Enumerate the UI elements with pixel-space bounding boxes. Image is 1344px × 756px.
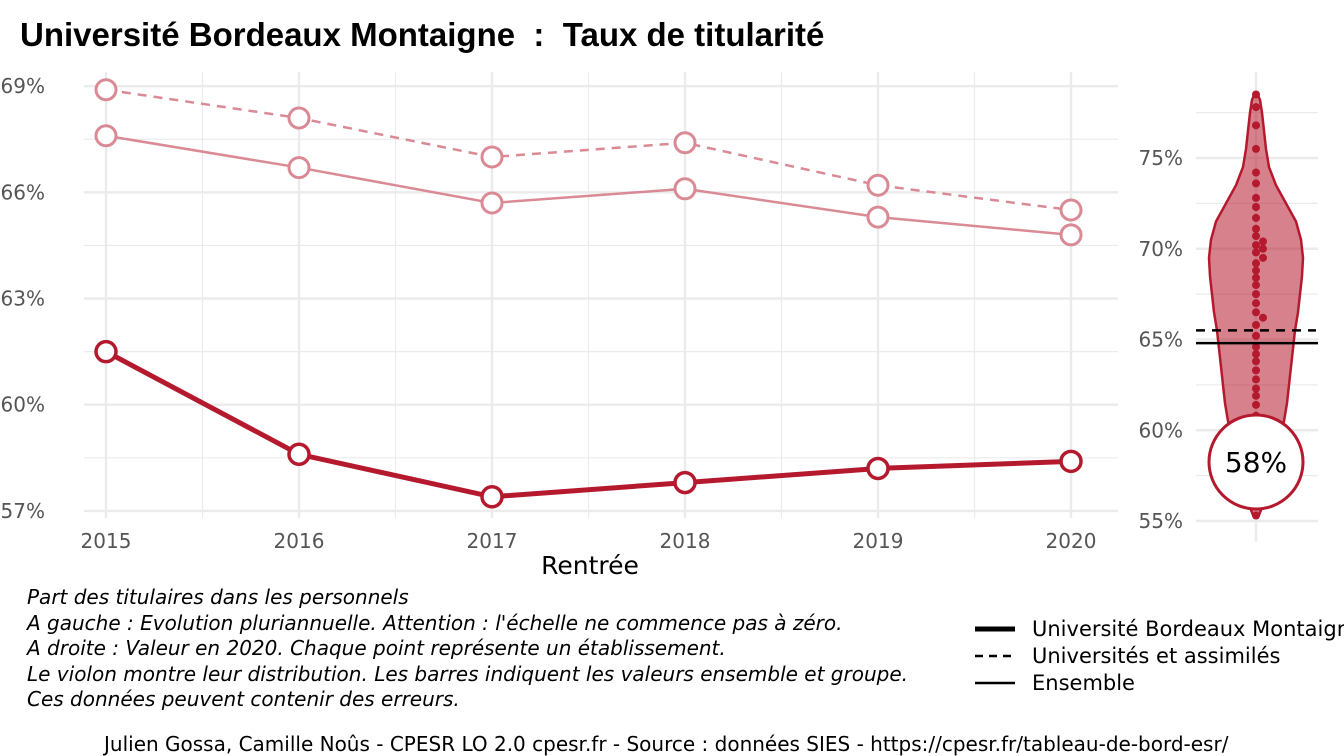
violin-point xyxy=(1252,213,1260,222)
data-point xyxy=(673,470,697,495)
violin-point xyxy=(1252,203,1260,212)
x-axis-title: Rentrée xyxy=(541,551,639,580)
violin-point xyxy=(1259,237,1267,246)
caption-line: Ces données peuvent contenir des erreurs… xyxy=(27,687,460,711)
violin-point xyxy=(1252,281,1260,290)
data-point xyxy=(480,145,504,169)
y-tick-label: 65% xyxy=(1139,328,1183,352)
violin-point xyxy=(1252,103,1260,112)
data-point xyxy=(94,78,118,102)
y-tick-label: 55% xyxy=(1139,509,1183,533)
data-point xyxy=(866,205,890,229)
violin-point xyxy=(1252,224,1260,233)
violin-point xyxy=(1252,375,1260,384)
legend-key-solid xyxy=(975,681,1015,685)
caption-line: Part des titulaires dans les personnels xyxy=(27,585,409,609)
chart-title: Université Bordeaux Montaigne : Taux de … xyxy=(20,16,825,53)
violin-point xyxy=(1259,244,1267,253)
series-thick-solid xyxy=(94,339,1083,509)
violin-point xyxy=(1252,400,1260,409)
legend-key-thick-solid xyxy=(975,626,1015,632)
series-solid xyxy=(94,124,1083,247)
data-point xyxy=(94,339,118,364)
data-point xyxy=(673,131,697,155)
violin-point xyxy=(1252,179,1260,188)
y-tick-label: 75% xyxy=(1139,146,1183,170)
legend-label: Université Bordeaux Montaigne xyxy=(1032,617,1344,641)
violin-point xyxy=(1252,144,1260,153)
data-point xyxy=(480,485,504,509)
violin-point xyxy=(1252,241,1260,250)
highlight-bubble xyxy=(1207,413,1305,511)
data-point xyxy=(94,124,118,148)
violin-point xyxy=(1252,384,1260,393)
y-tick-label: 57% xyxy=(1,499,45,523)
series-line xyxy=(104,349,1072,500)
violin-point xyxy=(1252,511,1260,520)
caption-line: Le violon montre leur distribution. Les … xyxy=(27,661,908,686)
violin-point xyxy=(1259,313,1267,322)
left-grid xyxy=(84,72,1118,518)
data-point xyxy=(866,456,890,481)
violin-point xyxy=(1252,232,1260,241)
y-tick-label: 60% xyxy=(1139,418,1183,442)
violin-point xyxy=(1252,391,1260,400)
violin-point xyxy=(1252,308,1260,317)
data-point xyxy=(287,442,311,467)
violin-point xyxy=(1252,266,1260,275)
y-tick-label: 66% xyxy=(1,180,45,204)
data-point xyxy=(1059,198,1083,222)
y-tick-label: 70% xyxy=(1139,237,1183,261)
violin-point xyxy=(1252,90,1260,99)
y-tick-label: 60% xyxy=(1,393,45,417)
x-tick-label: 2017 xyxy=(467,529,518,553)
violin-point xyxy=(1252,342,1260,351)
legend-key-dashed xyxy=(975,654,1015,658)
violin-point xyxy=(1252,168,1260,177)
violin-point xyxy=(1252,273,1260,282)
highlight-value-label: 58% xyxy=(1225,446,1287,479)
data-point xyxy=(287,156,311,180)
violin-point xyxy=(1252,259,1260,268)
data-point xyxy=(1059,223,1083,247)
data-point xyxy=(866,173,890,197)
x-tick-label: 2018 xyxy=(660,529,711,553)
x-tick-label: 2015 xyxy=(81,529,132,553)
y-tick-label: 69% xyxy=(1,74,45,98)
violin-point xyxy=(1252,350,1260,359)
violin-point xyxy=(1252,366,1260,375)
data-point xyxy=(1059,449,1083,474)
footer-credits: Julien Gossa, Camille Noûs - CPESR LO 2.… xyxy=(104,732,1229,756)
violin-point xyxy=(1252,290,1260,299)
violin-point xyxy=(1252,193,1260,202)
violin-point xyxy=(1252,320,1260,329)
data-point xyxy=(480,191,504,215)
x-tick-label: 2016 xyxy=(274,529,325,553)
violin-point xyxy=(1252,121,1260,130)
data-point xyxy=(287,106,311,130)
violin-point xyxy=(1252,299,1260,308)
y-tick-label: 63% xyxy=(1,287,45,311)
legend-label: Universités et assimilés xyxy=(1032,644,1281,668)
violin-point xyxy=(1259,253,1267,262)
violin-point xyxy=(1252,331,1260,340)
x-tick-label: 2019 xyxy=(853,529,904,553)
series-dashed xyxy=(94,78,1083,222)
series-line xyxy=(105,134,1072,237)
legend-label: Ensemble xyxy=(1032,671,1135,695)
caption: Part des titulaires dans les personnels … xyxy=(27,585,908,713)
caption-line: A gauche : Evolution pluriannuelle. Atte… xyxy=(27,610,843,635)
x-tick-label: 2020 xyxy=(1046,529,1097,553)
violin-point xyxy=(1252,248,1260,257)
caption-line: A droite : Valeur en 2020. Chaque point … xyxy=(27,636,726,660)
series-line xyxy=(105,88,1072,212)
violin-point xyxy=(1252,357,1260,366)
data-point xyxy=(673,177,697,201)
